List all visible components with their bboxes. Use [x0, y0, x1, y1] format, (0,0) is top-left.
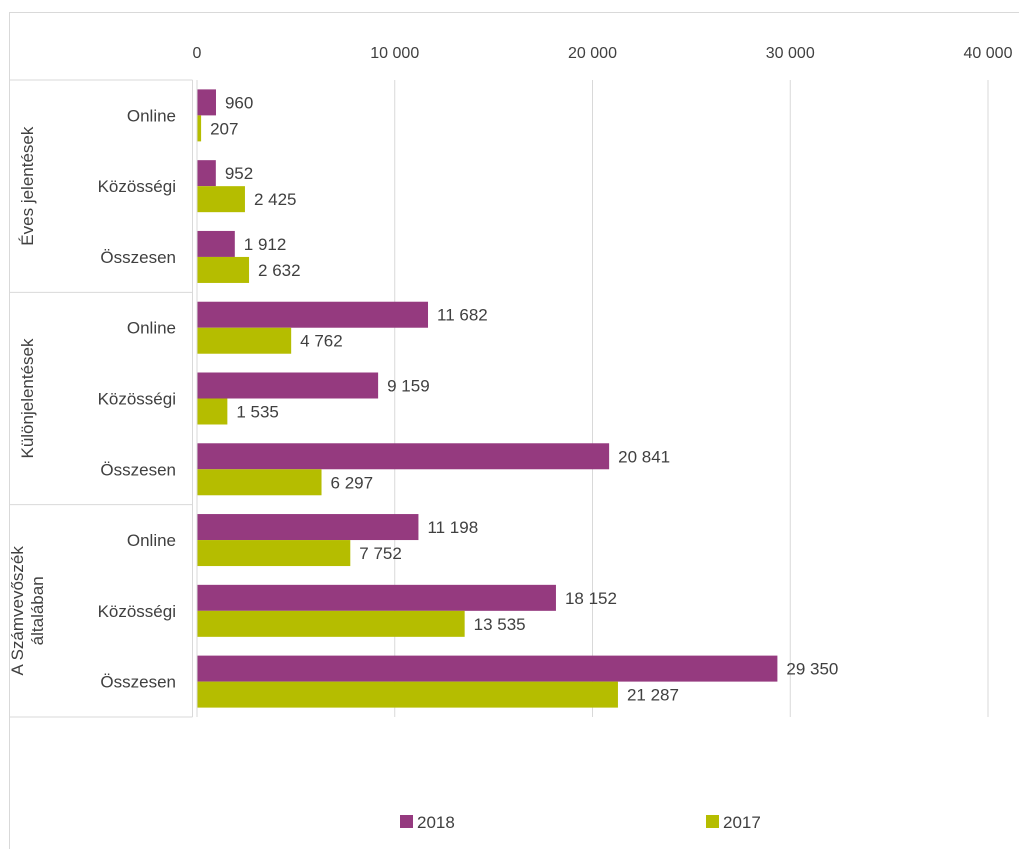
x-tick-label: 10 000	[370, 45, 419, 62]
category-label: Összesen	[100, 673, 176, 692]
data-label: 2 632	[258, 261, 301, 280]
data-label: 1 535	[236, 403, 279, 422]
bar-2017	[197, 540, 350, 566]
data-label: 952	[225, 164, 253, 183]
group-label: A Számvevőszékáltalában	[8, 546, 47, 676]
group-label: Éves jelentések	[18, 126, 37, 246]
data-label: 2 425	[254, 190, 297, 209]
bar-2017	[197, 257, 249, 283]
category-label: Online	[127, 531, 176, 550]
group-label-line: Különjelentések	[18, 338, 37, 459]
legend-swatch-2017	[706, 815, 719, 828]
bar-2018	[197, 231, 235, 257]
group-label-line: általában	[28, 576, 47, 645]
legend-label: 2018	[417, 813, 455, 832]
bar-2017	[197, 469, 322, 495]
x-tick-label: 40 000	[964, 45, 1013, 62]
data-label: 11 682	[437, 306, 488, 325]
data-label: 207	[210, 119, 238, 138]
x-tick-label: 0	[193, 45, 202, 62]
bar-2017	[197, 399, 227, 425]
legend-swatch-2018	[400, 815, 413, 828]
bar-2018	[197, 443, 609, 469]
bar-2018	[197, 514, 418, 540]
category-label: Közösségi	[98, 177, 176, 196]
bar-2018	[197, 89, 216, 115]
bar-2017	[197, 328, 291, 354]
bar-2017	[197, 115, 201, 141]
group-label-line: A Számvevőszék	[8, 546, 27, 676]
data-label: 18 152	[565, 589, 617, 608]
group-label-line: Éves jelentések	[18, 126, 37, 246]
category-label: Összesen	[100, 460, 176, 479]
data-label: 960	[225, 93, 253, 112]
bar-2018	[197, 373, 378, 399]
data-label: 6 297	[331, 473, 374, 492]
x-tick-label: 30 000	[766, 45, 815, 62]
bar-2017	[197, 682, 618, 708]
data-label: 20 841	[618, 447, 670, 466]
data-label: 1 912	[244, 235, 287, 254]
category-label: Online	[127, 319, 176, 338]
data-label: 29 350	[786, 660, 838, 679]
data-label: 13 535	[474, 615, 526, 634]
data-label: 7 752	[359, 544, 402, 563]
data-label: 11 198	[427, 518, 478, 537]
data-label: 9 159	[387, 377, 430, 396]
category-label: Összesen	[100, 248, 176, 267]
chart-border	[10, 13, 1019, 850]
x-tick-label: 20 000	[568, 45, 617, 62]
category-label: Online	[127, 106, 176, 125]
data-label: 21 287	[627, 686, 679, 705]
group-label: Különjelentések	[18, 338, 37, 459]
bar-2017	[197, 186, 245, 212]
category-label: Közösségi	[98, 602, 176, 621]
category-label: Közösségi	[98, 390, 176, 409]
legend-label: 2017	[723, 813, 761, 832]
bar-2018	[197, 302, 428, 328]
bar-2018	[197, 160, 216, 186]
data-label: 4 762	[300, 332, 343, 351]
bar-2017	[197, 611, 465, 637]
bar-2018	[197, 656, 777, 682]
bar-2018	[197, 585, 556, 611]
